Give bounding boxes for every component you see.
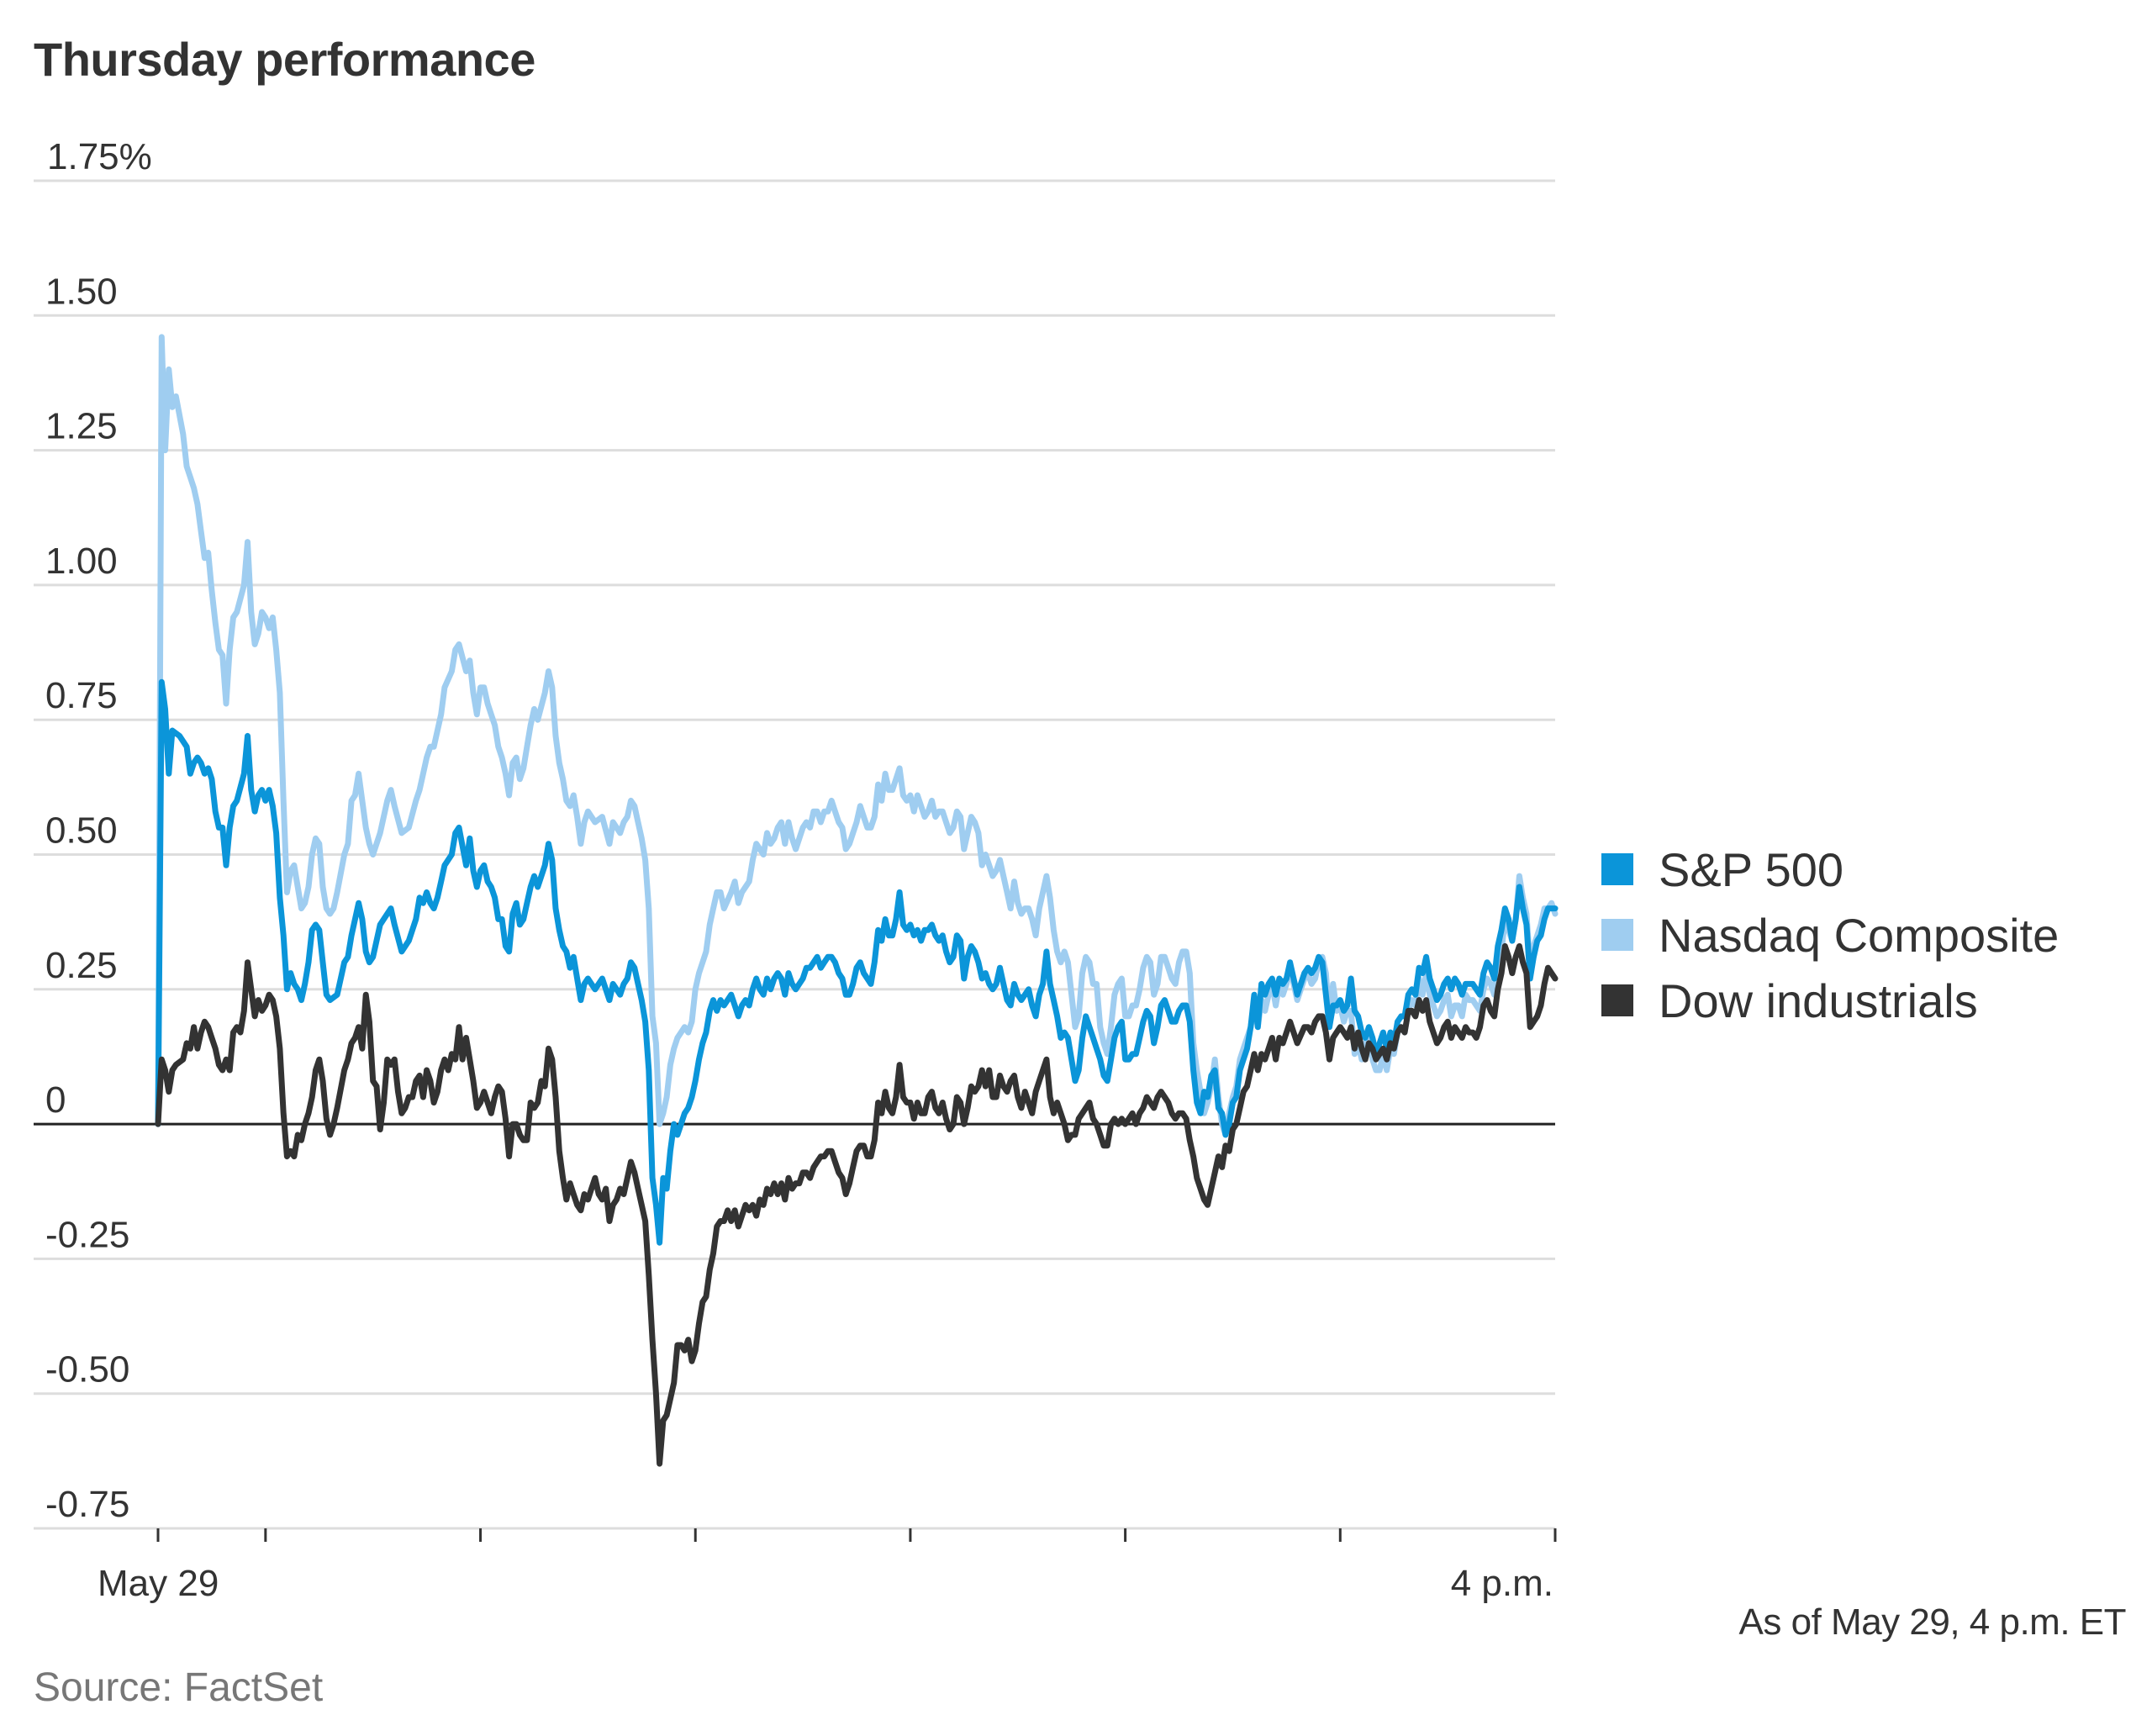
y-tick-label: 1.75%: [47, 136, 152, 177]
series-line-nasdaq-composite: [155, 334, 1559, 1138]
y-tick-label: 0.75: [45, 675, 118, 716]
legend-item-nasdaq: Nasdaq Composite: [1601, 902, 2059, 968]
y-tick-label: 0: [45, 1079, 66, 1121]
y-tick-label: 0.50: [45, 810, 118, 852]
series-line-dow-industrials: [155, 943, 1559, 1467]
chart-title: Thursday performance: [34, 33, 535, 86]
legend-swatch-nasdaq: [1601, 919, 1633, 951]
legend: S&P 500 Nasdaq Composite Dow industrials: [1601, 836, 2059, 1033]
legend-swatch-sp500: [1601, 853, 1633, 885]
legend-label-dow: Dow industrials: [1659, 974, 1978, 1027]
legend-label-nasdaq: Nasdaq Composite: [1659, 908, 2060, 962]
legend-item-dow: Dow industrials: [1601, 968, 2059, 1033]
y-tick-label: 0.25: [45, 945, 118, 986]
as-of-note: As of May 29, 4 p.m. ET: [1738, 1601, 2127, 1643]
source-note: Source: FactSet: [34, 1665, 324, 1710]
y-tick-label: 1.00: [45, 541, 118, 582]
x-tick-label: May 29: [98, 1563, 219, 1604]
y-tick-label: 1.50: [45, 271, 118, 312]
x-tick-label: 4 p.m.: [1451, 1563, 1553, 1604]
y-tick-label: 1.25: [45, 406, 118, 447]
legend-swatch-dow: [1601, 984, 1633, 1016]
y-tick-label: -0.50: [45, 1349, 129, 1390]
series-line-s-p-500: [155, 678, 1559, 1246]
y-tick-label: -0.75: [45, 1484, 129, 1525]
legend-label-sp500: S&P 500: [1659, 842, 1844, 896]
legend-item-sp500: S&P 500: [1601, 836, 2059, 902]
y-tick-label: -0.25: [45, 1214, 129, 1255]
